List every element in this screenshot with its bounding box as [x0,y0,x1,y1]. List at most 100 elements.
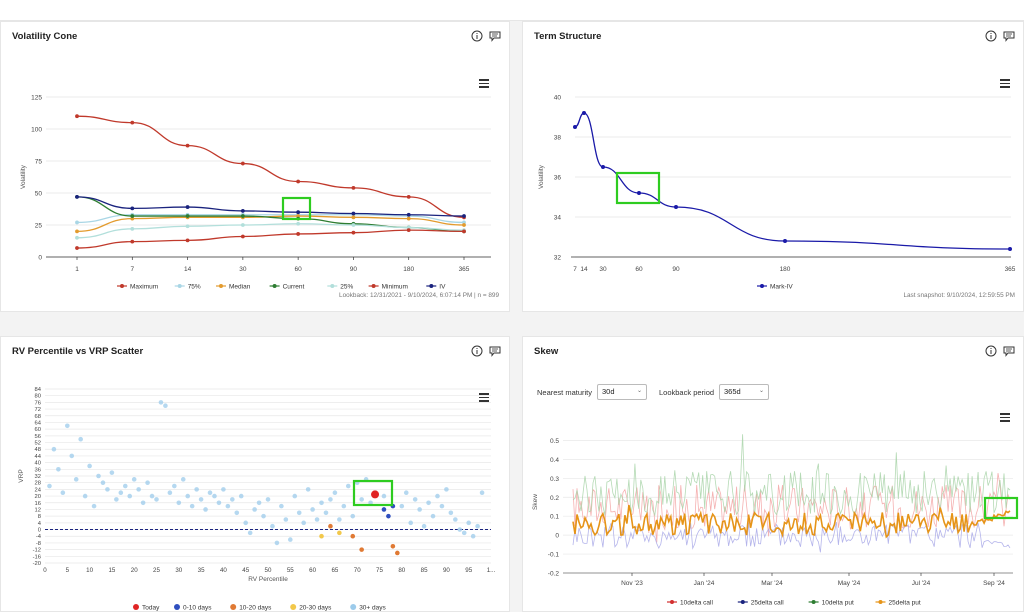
scatter-point [154,497,159,502]
series-line-mark-iv [574,112,1011,250]
info-icon[interactable] [985,344,997,357]
x-tick-label: 180 [403,266,414,273]
y-tick-label: 100 [31,127,42,134]
scatter-point [408,520,414,526]
scatter-point [198,497,204,502]
scatter-point [417,507,422,512]
scatter-point [274,540,280,546]
scatter-point [82,493,88,499]
legend-marker [371,284,376,288]
y-tick-label: 28 [35,481,41,487]
legend-label: 10delta put [822,600,854,607]
scatter-point [479,490,485,496]
legend-item: 10delta call [667,600,713,607]
info-icon[interactable] [471,344,483,357]
scatter-point [310,507,315,512]
x-tick-label: 20 [131,567,138,574]
scatter-point [180,477,186,482]
info-icon[interactable] [985,29,997,42]
scatter-point [319,500,324,506]
scatter-point [127,493,133,499]
lookback-period-label: Lookback period [659,388,715,397]
scatter-point [332,490,338,496]
y-tick-label: 34 [554,215,562,222]
skew-chart: -0.2 -0.1 0 0.1 0.2 0.3 0.4 0.5 Skew Nov '23 Jan '… [532,434,1019,607]
data-point [351,223,356,227]
chevron-down-icon: ⌄ [636,388,642,394]
hamburger-menu-icon[interactable] [1000,413,1010,422]
y-axis-label: VRP [18,469,25,482]
y-tick-label: -0.2 [548,571,560,578]
x-tick-label: 30 [239,266,247,273]
scatter-point [323,510,329,516]
rv-vrp-scatter-panel: RV Percentile vs VRP Scatter -20 -16 -12 -8… [0,336,510,612]
info-icon[interactable] [471,29,483,42]
scatter-point [91,503,97,509]
nearest-maturity-select[interactable]: 30d ⌄ [597,384,647,400]
scatter-point [301,520,306,526]
data-point [674,205,678,209]
data-point [75,114,79,119]
lookback-period-select[interactable]: 365d ⌄ [719,384,769,400]
comment-icon[interactable] [1003,29,1015,42]
legend-marker [878,600,883,604]
y-tick-label: 0.1 [550,514,559,521]
y-tick-label: 72 [35,407,41,413]
scatter-point [435,493,440,499]
chevron-down-icon: ⌄ [758,388,764,394]
scatter-point [261,513,266,519]
data-point [75,235,79,240]
hamburger-menu-icon[interactable] [479,79,489,88]
legend-marker [177,284,182,288]
legend-marker [740,600,745,604]
data-point [637,191,641,195]
series-line-10delta-call [572,473,1011,543]
scatter-point [118,490,124,496]
hamburger-menu-icon[interactable] [1000,79,1010,88]
hamburger-menu-icon[interactable] [479,393,489,402]
panel-title: RV Percentile vs VRP Scatter [12,346,144,357]
legend-item: 10delta put [808,600,854,607]
skew-panel: Skew Nearest maturity 30d ⌄ Lookback per… [522,336,1024,612]
y-tick-label: 40 [35,461,41,467]
y-tick-label: 0 [555,533,559,540]
top-strip [0,0,1024,21]
comment-icon[interactable] [489,29,501,42]
legend-label: 10delta call [680,600,713,607]
comment-icon[interactable] [489,344,501,357]
nearest-maturity-value: 30d [602,387,615,396]
term-structure-panel: Term Structure 32 34 36 38 40 7 14 30 60 90 180 365… [522,21,1024,312]
highlight-box [281,196,312,221]
y-tick-label: 75 [35,159,43,166]
x-tick-label: 30 [599,266,607,273]
y-tick-label: 4 [38,521,42,527]
data-point [185,238,190,243]
legend-marker [219,284,223,288]
data-point [75,246,79,250]
y-tick-label: 125 [31,95,42,102]
legend-marker [350,604,357,610]
x-tick-label: 0 [43,567,47,574]
y-tick-label: 50 [35,191,43,198]
y-tick-label: 36 [35,467,41,473]
scatter-point [136,487,141,492]
scatter-point [216,500,222,506]
scatter-point [430,513,436,519]
scatter-point [56,467,61,472]
series-line-maximum [76,115,465,218]
y-tick-label: -16 [33,554,41,560]
panel-title: Volatility Cone [12,31,78,42]
data-point [185,224,190,229]
scatter-point [461,530,467,536]
comment-icon[interactable] [1003,344,1015,357]
y-tick-label: 64 [35,420,42,426]
scatter-point [243,520,248,526]
x-tick-label: Jan '24 [694,580,715,587]
scatter-point [60,490,66,496]
scatter-point [288,537,293,542]
legend-item: Today [133,604,160,611]
legend-label: Current [283,284,305,291]
scatter-point [252,507,257,512]
y-tick-label: -20 [33,561,41,567]
legend-label: Maximum [130,284,158,291]
